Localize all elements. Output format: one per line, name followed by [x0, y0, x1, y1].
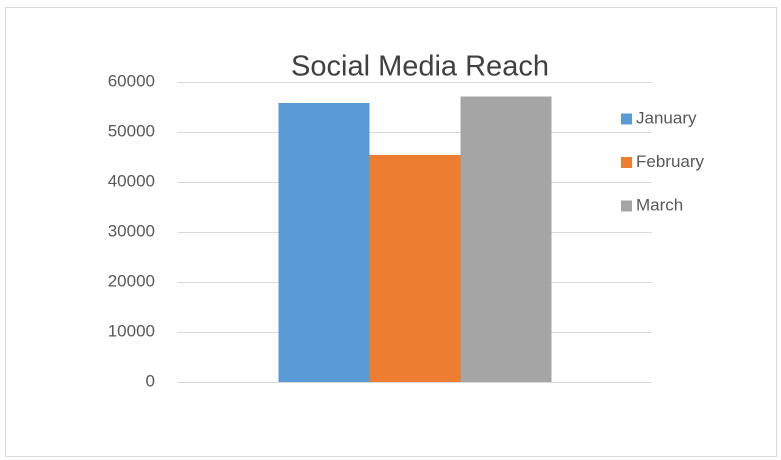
- y-tick-label: 0: [146, 371, 155, 390]
- legend-label: March: [636, 195, 683, 214]
- bar: [369, 155, 461, 382]
- bar: [278, 103, 370, 382]
- y-tick-label: 40000: [108, 171, 155, 190]
- y-tick-label: 10000: [108, 321, 155, 340]
- y-tick-label: 20000: [108, 271, 155, 290]
- legend-label: January: [636, 108, 697, 127]
- y-tick-label: 60000: [108, 71, 155, 90]
- y-tick-label: 30000: [108, 221, 155, 240]
- legend-swatch: [621, 113, 632, 125]
- bar: [460, 96, 552, 382]
- legend-swatch: [621, 157, 632, 168]
- legend-swatch: [621, 200, 632, 212]
- legend-label: February: [636, 152, 705, 171]
- y-tick-label: 50000: [108, 121, 155, 140]
- chart-title: Social Media Reach: [291, 51, 549, 83]
